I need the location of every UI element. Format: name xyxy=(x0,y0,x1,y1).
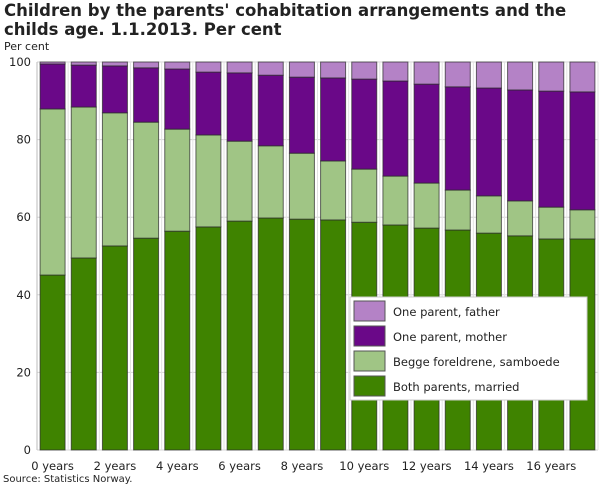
bar-segment xyxy=(101,61,128,67)
bar-segment xyxy=(288,152,315,220)
bar-segment xyxy=(133,237,160,451)
bar-segment xyxy=(39,108,66,276)
bar-segment xyxy=(507,61,534,91)
y-tick-label: 60 xyxy=(16,210,31,224)
bar-segment xyxy=(382,61,409,82)
x-tick-label: 4 years xyxy=(156,459,199,473)
bar-segment xyxy=(569,209,596,240)
legend-box xyxy=(349,296,588,401)
bar-segment xyxy=(413,83,440,184)
y-tick-label: 0 xyxy=(24,443,31,457)
bar-segment xyxy=(413,61,440,85)
bar-segment xyxy=(475,195,502,234)
bar-segment xyxy=(39,274,66,451)
bar-segment xyxy=(351,78,378,170)
x-tick-label: 6 years xyxy=(218,459,261,473)
bar-segment xyxy=(39,63,66,110)
bar-segment xyxy=(569,61,596,93)
bar-segment xyxy=(101,112,128,247)
bar-segment xyxy=(101,245,128,451)
legend-label: Both parents, married xyxy=(393,380,519,394)
bar-segment xyxy=(70,64,97,108)
bar-segment xyxy=(133,67,160,123)
bar-segment xyxy=(538,90,565,208)
legend-swatch xyxy=(353,350,386,372)
x-tick-label: 2 years xyxy=(94,459,137,473)
bar-segment xyxy=(320,160,347,221)
x-tick-label: 14 years xyxy=(464,459,514,473)
bar-segment xyxy=(257,145,284,219)
bar-segment xyxy=(164,61,191,70)
bar-segment xyxy=(70,106,97,259)
bar-segment xyxy=(538,61,565,92)
bar-segment xyxy=(382,175,409,226)
bar-segment xyxy=(538,206,565,240)
bar-segment xyxy=(195,71,222,136)
x-tick-label: 12 years xyxy=(402,459,452,473)
y-tick-label: 40 xyxy=(16,288,31,302)
bar-segment xyxy=(39,61,66,65)
bar-segment xyxy=(257,61,284,76)
bar-segment xyxy=(351,168,378,223)
bar-segment xyxy=(164,68,191,130)
bar-segment xyxy=(101,65,128,114)
bar-segment xyxy=(413,182,440,229)
bar-segment xyxy=(351,61,378,80)
legend-swatch xyxy=(353,375,386,397)
bar-segment xyxy=(320,61,347,79)
bar-segment xyxy=(257,74,284,147)
y-tick-label: 80 xyxy=(16,133,31,147)
bar-segment xyxy=(444,189,471,231)
bar-segment xyxy=(288,218,315,451)
bar-segment xyxy=(444,86,471,191)
bar-segment xyxy=(164,128,191,232)
bar-segment xyxy=(507,200,534,237)
legend-swatch xyxy=(353,300,386,322)
bar-segment xyxy=(226,72,253,142)
bar-segment xyxy=(70,257,97,451)
legend-label: One parent, mother xyxy=(393,330,507,344)
legend-label: One parent, father xyxy=(393,305,500,319)
source-note: Source: Statistics Norway. xyxy=(3,474,133,485)
bar-segment xyxy=(195,134,222,228)
x-tick-label: 8 years xyxy=(281,459,324,473)
x-tick-label: 16 years xyxy=(526,459,576,473)
legend-label: Begge foreldrene, samboede xyxy=(393,355,560,369)
bar-segment xyxy=(195,226,222,451)
bar-segment xyxy=(164,230,191,451)
bar-segment xyxy=(507,89,534,202)
bar-segment xyxy=(569,91,596,211)
bar-segment xyxy=(70,61,97,66)
x-tick-label: 10 years xyxy=(339,459,389,473)
x-tick-label: 0 years xyxy=(31,459,74,473)
legend-swatch xyxy=(353,325,386,347)
bar-segment xyxy=(444,61,471,88)
y-axis-label: Per cent xyxy=(4,40,50,53)
bar-segment xyxy=(475,87,502,197)
y-tick-label: 100 xyxy=(9,55,31,69)
bar-segment xyxy=(288,76,315,154)
bar-segment xyxy=(133,121,160,239)
bar-segment xyxy=(226,61,253,74)
bar-segment xyxy=(257,217,284,451)
bar-segment xyxy=(195,61,222,73)
bar-segment xyxy=(226,220,253,451)
bar-segment xyxy=(320,77,347,162)
chart-title: Children by the parents' cohabitation ar… xyxy=(4,1,567,39)
legend: One parent, father One parent, mother Begg… xyxy=(349,296,588,401)
bar-segment xyxy=(226,140,253,222)
bar-segment xyxy=(320,219,347,451)
bar-segment xyxy=(133,61,160,69)
y-tick-label: 20 xyxy=(16,365,31,379)
bar-segment xyxy=(475,61,502,89)
bar-segment xyxy=(382,80,409,177)
bar-segment xyxy=(288,61,315,78)
